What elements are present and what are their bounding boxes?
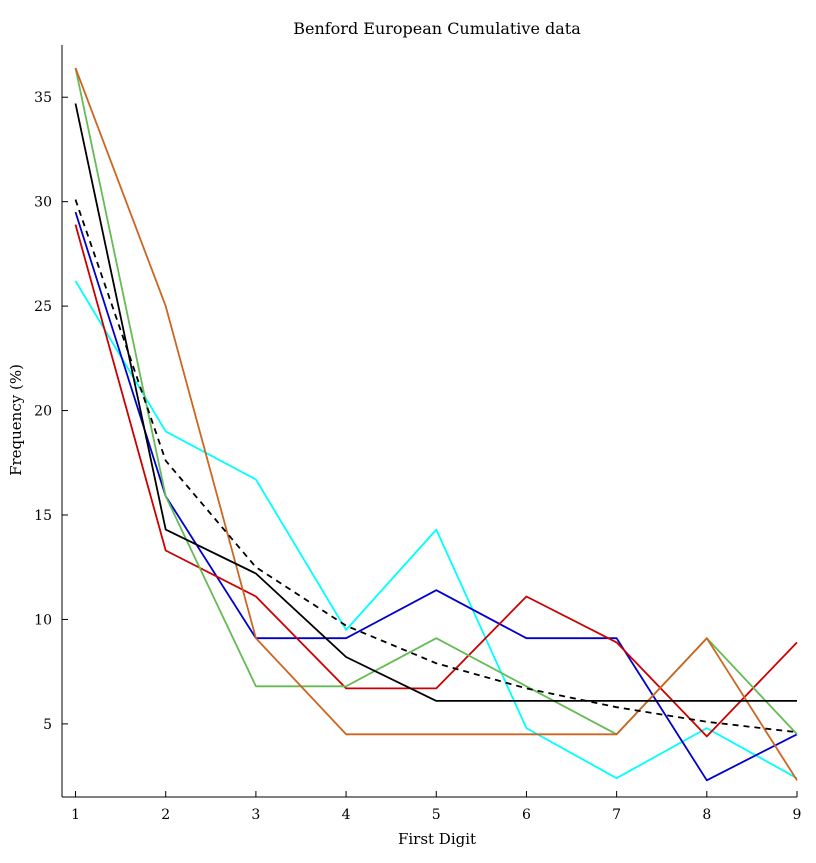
y-tick-label: 35 xyxy=(34,90,52,106)
x-tick-label: 6 xyxy=(522,807,531,823)
y-tick-label: 15 xyxy=(34,508,52,524)
x-axis-label: First Digit xyxy=(398,830,476,848)
y-tick-label: 20 xyxy=(34,404,52,420)
x-tick-label: 9 xyxy=(793,807,802,823)
series-line-6 xyxy=(74,103,797,702)
x-tick-label: 4 xyxy=(342,807,351,823)
series-line-5 xyxy=(74,67,798,781)
x-tick-label: 8 xyxy=(702,807,711,823)
y-tick-label: 10 xyxy=(34,612,52,628)
plot-lines xyxy=(74,67,798,782)
y-tick-label: 25 xyxy=(34,299,52,315)
y-tick-label: 30 xyxy=(34,195,52,211)
y-tick-label: 5 xyxy=(43,717,52,733)
chart-title: Benford European Cumulative data xyxy=(293,19,581,38)
x-axis-ticks: 1 2 3 4 5 6 7 8 9 xyxy=(71,791,801,823)
x-tick-label: 5 xyxy=(432,807,441,823)
x-tick-label: 7 xyxy=(612,807,621,823)
y-axis-label: Frequency (%) xyxy=(7,364,25,476)
series-line-7 xyxy=(74,199,798,734)
x-tick-label: 2 xyxy=(161,807,170,823)
series-line-4 xyxy=(74,67,798,736)
y-axis-ticks: 5 10 15 20 25 30 35 xyxy=(34,90,68,733)
x-tick-label: 3 xyxy=(251,807,260,823)
x-tick-label: 1 xyxy=(71,807,80,823)
series-line-2 xyxy=(74,211,798,782)
series-line-1 xyxy=(74,280,798,780)
series-line-3 xyxy=(74,224,798,738)
